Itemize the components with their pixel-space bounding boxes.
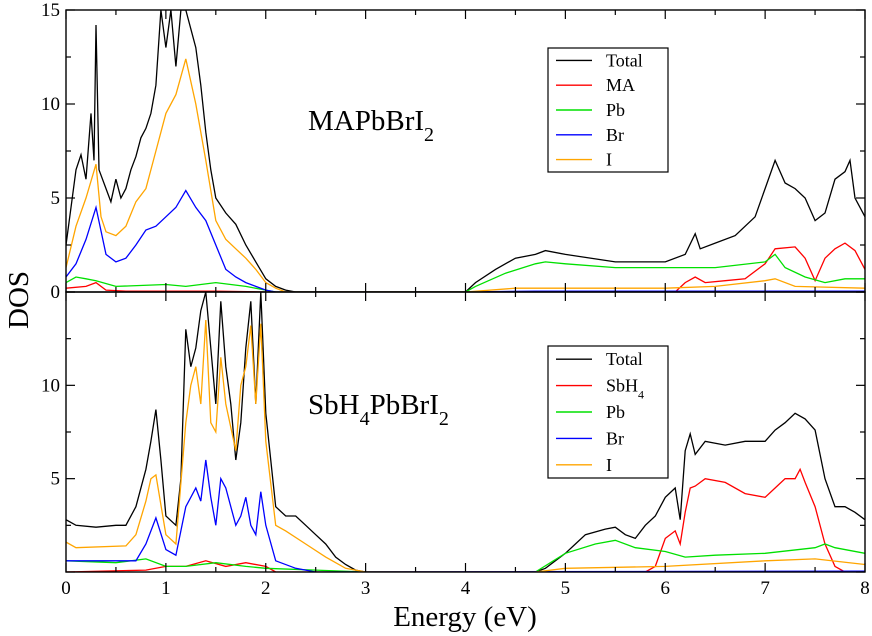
plot-frame [65, 9, 866, 293]
panel-title: SbH4PbBrI2 [308, 389, 449, 430]
x-tick-label: 4 [461, 578, 471, 599]
x-tick-label: 8 [860, 578, 870, 599]
legend-label: Total [606, 50, 643, 70]
series-line-br [66, 459, 865, 572]
x-tick-label: 7 [760, 578, 770, 599]
y-tick-label: 15 [41, 0, 60, 21]
y-tick-label: 10 [41, 375, 60, 396]
legend-label: Pb [606, 100, 625, 120]
legend: Total MA Pb Br I [547, 47, 669, 173]
legend: Total SbH4Pb Br I [547, 345, 669, 479]
legend-label: Br [606, 428, 624, 448]
series-line-sbh4 [66, 467, 865, 572]
y-axis-title: DOS [3, 271, 35, 329]
series-line-ma [66, 242, 865, 292]
panel-title: MAPbBrI2 [308, 105, 434, 146]
x-tick-label: 3 [361, 578, 371, 599]
y-tick-label: 5 [51, 188, 61, 209]
series-line-i [66, 319, 865, 572]
legend-label: SbH4 [606, 376, 644, 402]
series-line-total [66, 292, 865, 572]
legend-label: I [606, 455, 612, 475]
x-tick-label: 1 [161, 578, 171, 599]
series-line-i [66, 58, 865, 292]
y-tick-label: 10 [41, 94, 60, 115]
chart-panel-1: 0 5 10 15 MAPbBrI2 Total MA Pb Br I [41, 0, 866, 303]
y-tick-label: 5 [51, 469, 61, 490]
series-line-pb [66, 539, 865, 572]
legend-label: I [606, 150, 612, 170]
legend-label: Br [606, 125, 624, 145]
y-tick-label: 0 [51, 282, 61, 303]
legend-label: Pb [606, 402, 625, 422]
x-tick-label: 2 [261, 578, 271, 599]
series-group [66, 10, 865, 292]
series-line-br [66, 189, 865, 292]
series-group [66, 292, 865, 572]
legend-label: Total [606, 349, 643, 369]
x-tick-label: 0 [61, 578, 71, 599]
legend-label: MA [606, 75, 635, 95]
x-axis-title: Energy (eV) [393, 601, 537, 633]
series-line-total [66, 10, 865, 292]
series-line-pb [66, 253, 865, 292]
x-tick-label: 6 [661, 578, 671, 599]
x-tick-label: 5 [561, 578, 571, 599]
chart-panel-2: 5 10 0 1 2 3 4 5 6 7 8 SbH4PbBrI2 Total SbH4Pb Br I [41, 291, 870, 599]
